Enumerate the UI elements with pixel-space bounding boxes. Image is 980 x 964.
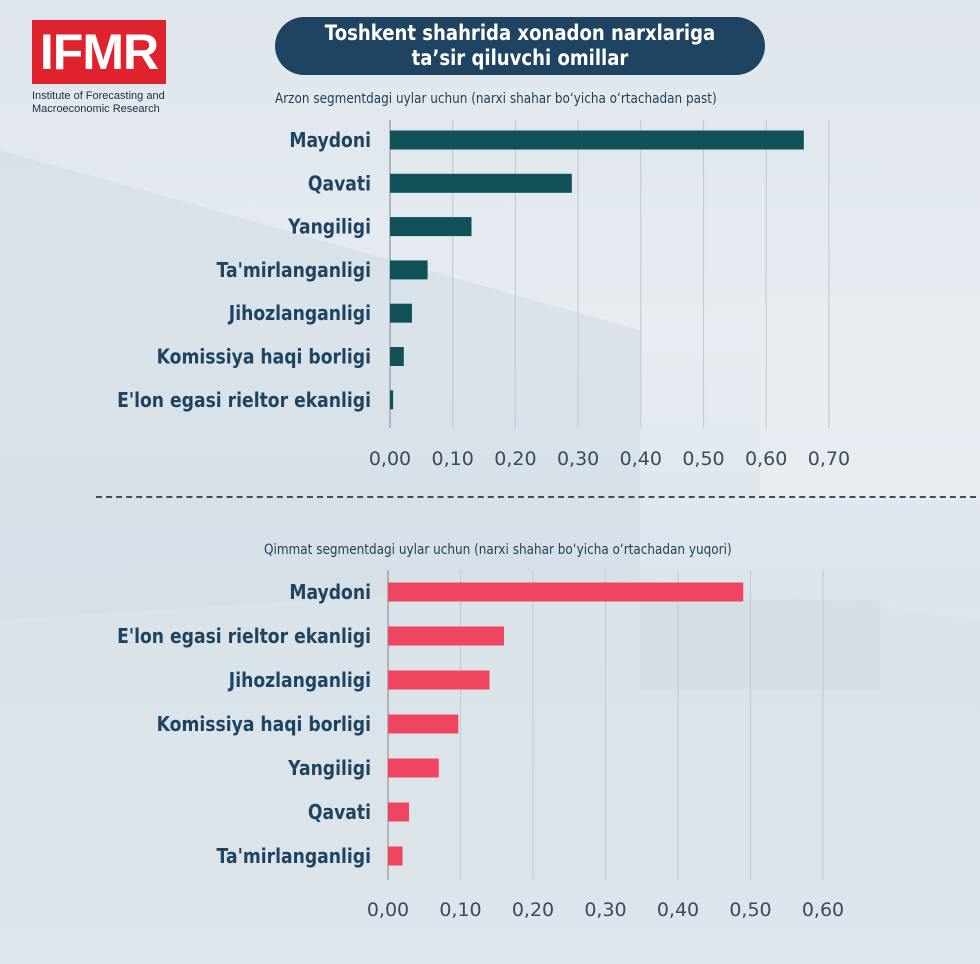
bar <box>388 758 439 778</box>
category-label: Maydoni <box>289 582 371 605</box>
x-tick-label: 0,20 <box>494 448 536 470</box>
category-label: Komissiya haqi borligi <box>157 346 371 369</box>
x-tick-label: 0,70 <box>808 448 850 470</box>
x-tick-label: 0,50 <box>682 448 724 470</box>
category-label: Jihozlanganligi <box>227 670 371 693</box>
category-label: Ta'mirlanganligi <box>217 846 371 869</box>
category-label: Ta'mirlanganligi <box>217 260 371 283</box>
page-title-line-2: ta’sir qiluvchi omillar <box>411 46 629 70</box>
category-label: Yangiligi <box>287 758 371 781</box>
x-tick-label: 0,20 <box>512 899 554 921</box>
category-label: Komissiya haqi borligi <box>157 714 371 737</box>
x-tick-label: 0,40 <box>657 899 699 921</box>
x-tick-label: 0,00 <box>369 448 411 470</box>
x-tick-label: 0,40 <box>620 448 662 470</box>
category-label: Qavati <box>308 173 371 196</box>
bar <box>390 173 572 193</box>
x-tick-label: 0,50 <box>729 899 771 921</box>
x-tick-label: 0,30 <box>584 899 626 921</box>
bar <box>388 846 403 866</box>
section-divider <box>96 496 976 498</box>
chart-low-segment: 0,00 0,10 0,20 0,30 0,40 0,50 0,60 0,70 Maydoni Q… <box>117 120 850 470</box>
chart-1-title: Arzon segmentdagi uylar uchun (narxi sha… <box>275 91 717 107</box>
bar <box>390 347 404 366</box>
x-tick-label: 0,10 <box>432 448 474 470</box>
bar <box>390 130 804 150</box>
logo-subtitle-line-2: Macroeconomic Research <box>32 103 160 115</box>
bar <box>388 714 459 734</box>
page-title-line-1: Toshkent shahrida xonadon narxlariga <box>324 21 716 45</box>
bar <box>390 390 394 410</box>
category-label: Maydoni <box>289 130 371 153</box>
bar <box>388 626 504 646</box>
chart-2-title: Qimmat segmentdagi uylar uchun (narxi sh… <box>264 542 732 558</box>
category-label: Qavati <box>308 802 371 825</box>
gridlines <box>389 120 830 428</box>
x-tick-label: 0,60 <box>802 899 844 921</box>
logo-subtitle-line-1: Institute of Forecasting and <box>32 90 165 102</box>
bar <box>390 217 472 237</box>
bar <box>388 802 410 822</box>
bar <box>390 303 412 323</box>
x-tick-label: 0,00 <box>367 899 409 921</box>
page-title: Toshkent shahrida xonadon narxlariga ta’… <box>275 17 765 75</box>
x-tick-label: 0,10 <box>439 899 481 921</box>
category-label: E'lon egasi rieltor ekanligi <box>117 390 371 413</box>
ifmr-logo: IFMR Institute of Forecasting and Macroe… <box>32 20 192 116</box>
bar <box>388 582 744 602</box>
category-label: E'lon egasi rieltor ekanligi <box>117 626 371 649</box>
gridlines <box>387 570 824 880</box>
chart-high-segment: 0,00 0,10 0,20 0,30 0,40 0,50 0,60 Maydoni E'lon… <box>117 570 844 921</box>
bar <box>388 670 490 690</box>
logo-mark: IFMR <box>32 20 166 84</box>
category-label: Yangiligi <box>287 216 371 239</box>
category-label: Jihozlanganligi <box>227 303 371 326</box>
x-tick-label: 0,30 <box>557 448 599 470</box>
x-tick-label: 0,60 <box>745 448 787 470</box>
bar <box>390 260 428 280</box>
